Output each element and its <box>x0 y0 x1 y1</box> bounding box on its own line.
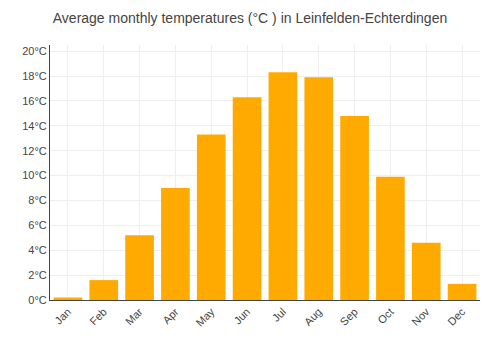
svg-text:Average monthly temperatures (: Average monthly temperatures (°C ) in Le… <box>53 10 447 26</box>
svg-text:10°C: 10°C <box>22 169 47 181</box>
svg-text:Apr: Apr <box>160 305 181 326</box>
svg-text:20°C: 20°C <box>22 45 47 57</box>
svg-text:2°C: 2°C <box>28 269 47 281</box>
svg-text:Feb: Feb <box>87 306 109 328</box>
svg-text:Jun: Jun <box>231 306 252 327</box>
svg-text:4°C: 4°C <box>28 244 47 256</box>
svg-text:Jan: Jan <box>52 306 73 327</box>
svg-text:Oct: Oct <box>375 306 396 327</box>
svg-text:18°C: 18°C <box>22 70 47 82</box>
svg-text:6°C: 6°C <box>28 219 47 231</box>
svg-text:May: May <box>193 305 217 329</box>
svg-text:0°C: 0°C <box>28 294 47 306</box>
svg-text:Nov: Nov <box>409 305 432 328</box>
svg-text:8°C: 8°C <box>28 194 47 206</box>
svg-text:12°C: 12°C <box>22 145 47 157</box>
svg-text:16°C: 16°C <box>22 95 47 107</box>
svg-text:Dec: Dec <box>445 305 468 328</box>
svg-text:14°C: 14°C <box>22 120 47 132</box>
svg-text:Sep: Sep <box>338 306 360 328</box>
svg-text:Mar: Mar <box>123 305 145 327</box>
svg-text:Jul: Jul <box>270 306 288 324</box>
svg-text:Aug: Aug <box>302 306 324 328</box>
